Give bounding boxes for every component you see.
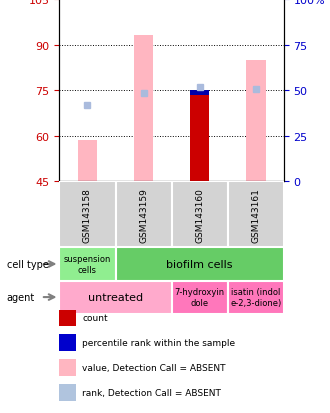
Bar <box>78 141 97 182</box>
Text: value, Detection Call = ABSENT: value, Detection Call = ABSENT <box>82 363 226 372</box>
Text: percentile rank within the sample: percentile rank within the sample <box>82 338 236 347</box>
FancyBboxPatch shape <box>115 182 172 248</box>
FancyBboxPatch shape <box>115 248 284 281</box>
Text: biofilm cells: biofilm cells <box>166 259 233 269</box>
Text: rank, Detection Call = ABSENT: rank, Detection Call = ABSENT <box>82 388 221 397</box>
Bar <box>190 91 210 95</box>
Text: 7-hydroxyin
dole: 7-hydroxyin dole <box>175 288 225 307</box>
FancyBboxPatch shape <box>228 281 284 314</box>
Text: cell type: cell type <box>7 259 49 269</box>
Text: count: count <box>82 313 108 323</box>
FancyBboxPatch shape <box>59 248 116 281</box>
Text: GSM143161: GSM143161 <box>251 188 260 242</box>
FancyBboxPatch shape <box>228 182 284 248</box>
Text: suspension
cells: suspension cells <box>64 255 111 274</box>
FancyBboxPatch shape <box>59 281 172 314</box>
FancyBboxPatch shape <box>172 281 228 314</box>
Text: isatin (indol
e-2,3-dione): isatin (indol e-2,3-dione) <box>230 288 281 307</box>
Bar <box>246 61 266 182</box>
FancyBboxPatch shape <box>59 182 116 248</box>
Bar <box>190 95 210 182</box>
Text: GSM143160: GSM143160 <box>195 188 204 242</box>
Text: untreated: untreated <box>88 292 143 302</box>
Bar <box>134 36 153 182</box>
Text: GSM143158: GSM143158 <box>83 188 92 242</box>
FancyBboxPatch shape <box>172 182 228 248</box>
Text: GSM143159: GSM143159 <box>139 188 148 242</box>
Text: agent: agent <box>7 292 35 302</box>
